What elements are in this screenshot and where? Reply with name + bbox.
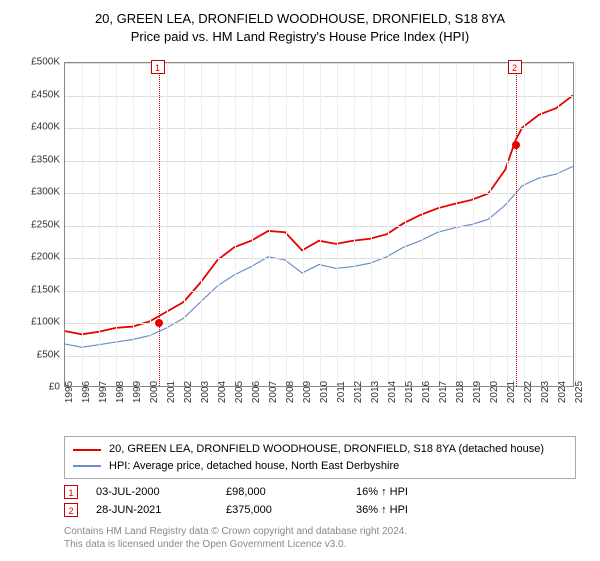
y-axis-label: £100K (31, 317, 60, 328)
y-axis-label: £200K (31, 252, 60, 263)
chart-marker-icon: 2 (508, 60, 522, 74)
footer-attribution: Contains HM Land Registry data © Crown c… (64, 525, 586, 551)
title-line-1: 20, GREEN LEA, DRONFIELD WOODHOUSE, DRON… (14, 10, 586, 28)
x-axis-label: 2017 (438, 381, 449, 403)
y-axis-label: £250K (31, 219, 60, 230)
y-axis-label: £300K (31, 187, 60, 198)
event-table: 1 03-JUL-2000 £98,000 16% ↑ HPI 2 28-JUN… (64, 483, 576, 519)
chart-marker-icon: 1 (151, 60, 165, 74)
x-axis-label: 2013 (370, 381, 381, 403)
event-price: £98,000 (226, 486, 356, 498)
x-axis-label: 2022 (523, 381, 534, 403)
x-axis-label: 1999 (132, 381, 143, 403)
x-axis-label: 2009 (302, 381, 313, 403)
legend-swatch (73, 465, 101, 467)
y-axis-label: £0 (49, 382, 60, 393)
line-chart-svg (65, 63, 573, 386)
chart-area: £0 £50K £100K £150K £200K £250K £300K £350K £400… (14, 52, 584, 432)
event-marker-icon: 2 (64, 503, 78, 517)
x-axis-label: 2010 (319, 381, 330, 403)
x-axis-label: 2021 (506, 381, 517, 403)
plot-area (64, 62, 574, 387)
x-axis-label: 2023 (540, 381, 551, 403)
x-axis-label: 2001 (166, 381, 177, 403)
x-axis-label: 2016 (421, 381, 432, 403)
y-axis-label: £150K (31, 284, 60, 295)
event-row: 2 28-JUN-2021 £375,000 36% ↑ HPI (64, 501, 576, 519)
event-marker-icon: 1 (64, 485, 78, 499)
y-axis-label: £400K (31, 122, 60, 133)
x-axis-label: 2015 (404, 381, 415, 403)
legend-swatch (73, 449, 101, 451)
x-axis-label: 1998 (115, 381, 126, 403)
footer-line-2: This data is licensed under the Open Gov… (64, 538, 586, 551)
x-axis-label: 2000 (149, 381, 160, 403)
footer-line-1: Contains HM Land Registry data © Crown c… (64, 525, 586, 538)
x-axis-label: 1995 (64, 381, 75, 403)
x-axis-label: 2024 (557, 381, 568, 403)
x-axis-label: 2005 (234, 381, 245, 403)
x-axis-label: 2004 (217, 381, 228, 403)
legend-item: 20, GREEN LEA, DRONFIELD WOODHOUSE, DRON… (73, 441, 567, 458)
x-axis-label: 2008 (285, 381, 296, 403)
event-pct: 16% ↑ HPI (356, 486, 486, 498)
event-pct: 36% ↑ HPI (356, 504, 486, 516)
x-axis-label: 2007 (268, 381, 279, 403)
x-axis-label: 2019 (472, 381, 483, 403)
legend-item: HPI: Average price, detached house, Nort… (73, 458, 567, 475)
legend-label: HPI: Average price, detached house, Nort… (109, 458, 399, 475)
x-axis-label: 2018 (455, 381, 466, 403)
x-axis-label: 2003 (200, 381, 211, 403)
chart-container: 20, GREEN LEA, DRONFIELD WOODHOUSE, DRON… (0, 0, 600, 561)
x-axis-label: 2012 (353, 381, 364, 403)
y-axis-label: £500K (31, 57, 60, 68)
event-price: £375,000 (226, 504, 356, 516)
x-axis-label: 2014 (387, 381, 398, 403)
x-axis-label: 1996 (81, 381, 92, 403)
x-axis-label: 2011 (336, 382, 347, 404)
event-date: 28-JUN-2021 (96, 504, 226, 516)
event-date: 03-JUL-2000 (96, 486, 226, 498)
legend: 20, GREEN LEA, DRONFIELD WOODHOUSE, DRON… (64, 436, 576, 479)
y-axis-label: £350K (31, 154, 60, 165)
x-axis-label: 1997 (98, 381, 109, 403)
x-axis-label: 2002 (183, 381, 194, 403)
x-axis-label: 2020 (489, 381, 500, 403)
y-axis-label: £50K (37, 349, 60, 360)
x-axis-label: 2006 (251, 381, 262, 403)
chart-title: 20, GREEN LEA, DRONFIELD WOODHOUSE, DRON… (14, 10, 586, 46)
legend-label: 20, GREEN LEA, DRONFIELD WOODHOUSE, DRON… (109, 441, 544, 458)
title-line-2: Price paid vs. HM Land Registry's House … (14, 28, 586, 46)
y-axis-label: £450K (31, 89, 60, 100)
x-axis-label: 2025 (574, 381, 585, 403)
event-row: 1 03-JUL-2000 £98,000 16% ↑ HPI (64, 483, 576, 501)
